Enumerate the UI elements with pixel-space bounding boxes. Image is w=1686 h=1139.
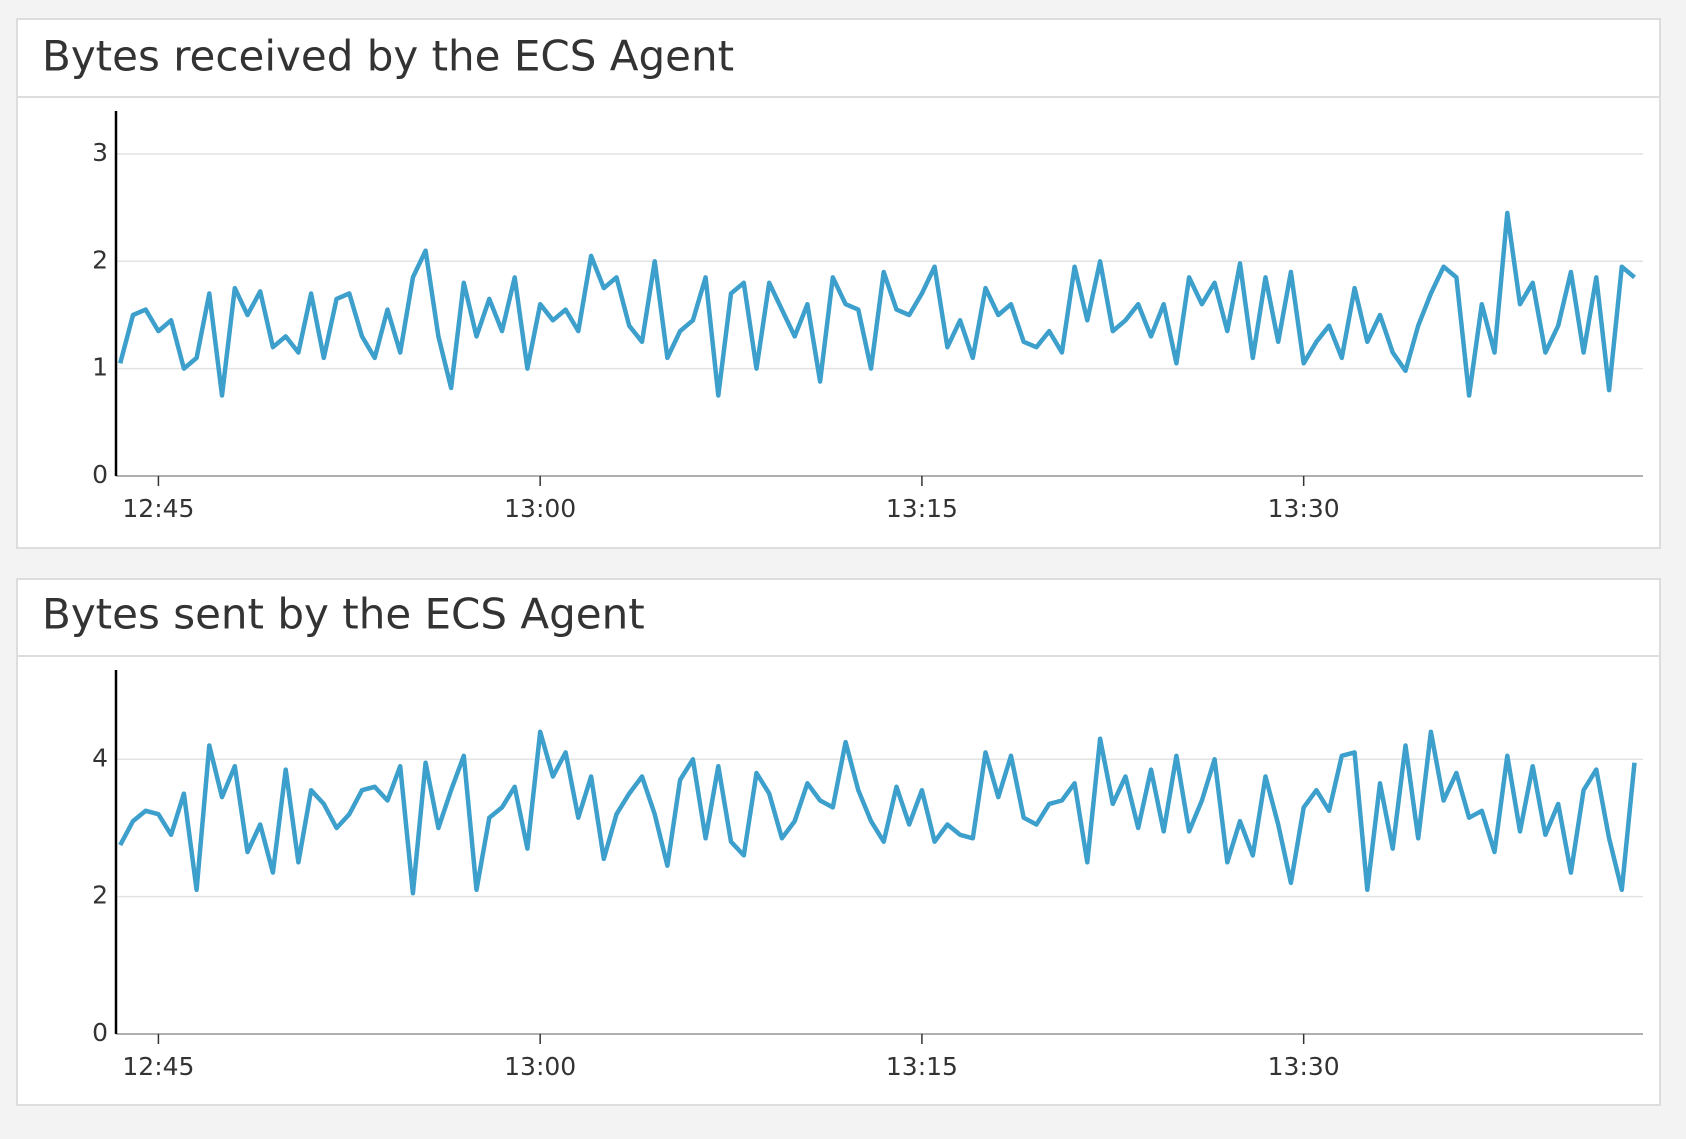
x-tick-label: 13:30	[1268, 1052, 1340, 1081]
data-line	[118, 729, 1637, 896]
y-tick-label: 0	[92, 1018, 108, 1047]
x-tick-label: 12:45	[122, 1052, 194, 1081]
data-line	[118, 210, 1636, 398]
panel-title: Bytes received by the ECS Agent	[42, 32, 734, 81]
panel	[16, 18, 1661, 549]
x-tick-label: 13:30	[1268, 494, 1340, 523]
x-tick-label: 12:45	[122, 494, 194, 523]
y-tick-label: 1	[92, 353, 108, 382]
x-tick-label: 13:15	[886, 1052, 958, 1081]
y-tick-label: 2	[92, 881, 108, 910]
x-tick-label: 13:15	[886, 494, 958, 523]
x-tick-label: 13:00	[504, 494, 576, 523]
y-tick-label: 0	[92, 460, 108, 489]
y-tick-label: 4	[92, 743, 108, 772]
panel-title: Bytes sent by the ECS Agent	[42, 590, 645, 639]
y-tick-label: 2	[92, 245, 108, 274]
panel	[16, 578, 1661, 1106]
y-tick-label: 3	[92, 138, 108, 167]
x-tick-label: 13:00	[504, 1052, 576, 1081]
